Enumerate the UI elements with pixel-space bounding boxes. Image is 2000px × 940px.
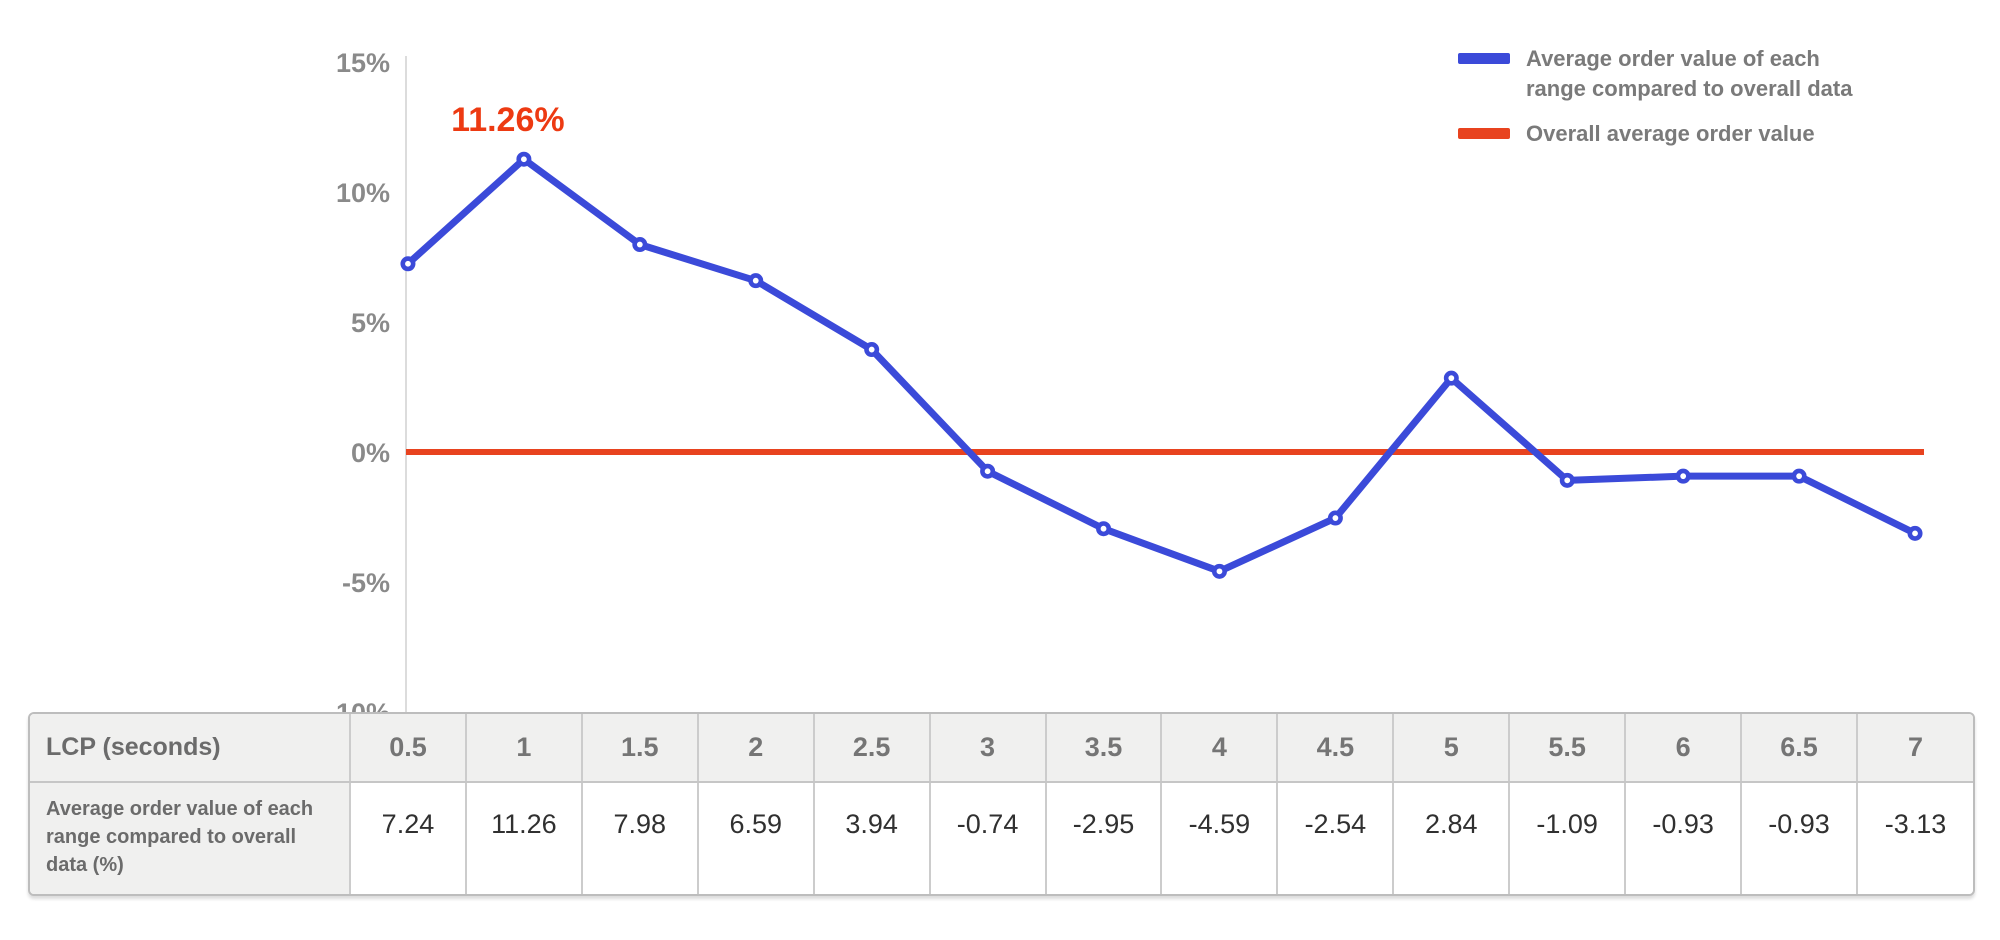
lcp-table: LCP (seconds) 0.5 1 1.5 2 2.5 3 3.5 4 4.5 5 5.5 6 6.… bbox=[30, 714, 1973, 894]
table-value-cell: -3.13 bbox=[1855, 782, 1973, 894]
table-header-cell: 1.5 bbox=[580, 714, 698, 783]
data-point-marker bbox=[1675, 468, 1691, 484]
data-point-marker bbox=[400, 256, 416, 272]
table-row-label: Average order value of each range compar… bbox=[30, 782, 350, 894]
data-point-marker bbox=[1791, 468, 1807, 484]
y-axis-tick-label: 15% bbox=[336, 48, 390, 78]
data-point-marker bbox=[1327, 510, 1343, 526]
table-header-cell: 7 bbox=[1855, 714, 1973, 783]
table-value-cell: 11.26 bbox=[464, 782, 582, 894]
y-axis-tick-label: 10% bbox=[336, 178, 390, 208]
data-point-marker bbox=[1443, 370, 1459, 386]
legend-item-overall: Overall average order value bbox=[1458, 119, 1878, 149]
data-point-marker bbox=[748, 273, 764, 289]
table-header-cell: 5.5 bbox=[1508, 714, 1626, 783]
table-value-cell: -4.59 bbox=[1160, 782, 1278, 894]
table-header-cell: 2.5 bbox=[812, 714, 930, 783]
table-value-cell: -1.09 bbox=[1508, 782, 1626, 894]
data-point-marker bbox=[632, 237, 648, 253]
data-point-marker bbox=[1211, 563, 1227, 579]
table-header-cell: 4.5 bbox=[1276, 714, 1394, 783]
y-axis-tick-label: -10% bbox=[327, 698, 390, 715]
table-header-cell: 3 bbox=[928, 714, 1046, 783]
table-header-cell: 3.5 bbox=[1044, 714, 1162, 783]
data-point-marker bbox=[1559, 472, 1575, 488]
table-header-cell: 1 bbox=[464, 714, 582, 783]
table-value-cell: -0.93 bbox=[1624, 782, 1742, 894]
table-header-cell: 6.5 bbox=[1740, 714, 1857, 783]
peak-annotation: 11.26% bbox=[451, 101, 564, 139]
table-header-cell: 2 bbox=[696, 714, 814, 783]
data-point-marker bbox=[1907, 525, 1923, 541]
lcp-table-container: LCP (seconds) 0.5 1 1.5 2 2.5 3 3.5 4 4.5 5 5.5 6 6.… bbox=[28, 712, 1975, 896]
data-point-marker bbox=[516, 151, 532, 167]
table-header-cell: 5 bbox=[1392, 714, 1510, 783]
table-header-label: LCP (seconds) bbox=[30, 714, 350, 783]
y-axis-tick-label: -5% bbox=[342, 568, 390, 598]
table-value-cell: -2.95 bbox=[1044, 782, 1162, 894]
data-point-marker bbox=[864, 342, 880, 358]
line-chart: 15% 10% 5% 0% -5% -10% 11.26% bbox=[327, 48, 1924, 715]
table-value-cell: 6.59 bbox=[696, 782, 814, 894]
y-axis-tick-label: 0% bbox=[351, 438, 390, 468]
table-value-cell: -0.74 bbox=[928, 782, 1046, 894]
table-value-cell: 7.24 bbox=[349, 782, 466, 894]
chart-legend: Average order value of each range compar… bbox=[1458, 44, 1878, 164]
data-point-marker bbox=[1096, 521, 1112, 537]
legend-swatch-series bbox=[1458, 53, 1510, 64]
table-header-cell: 0.5 bbox=[349, 714, 466, 783]
legend-item-series: Average order value of each range compar… bbox=[1458, 44, 1878, 104]
table-value-cell: -2.54 bbox=[1276, 782, 1394, 894]
table-header-cell: 6 bbox=[1624, 714, 1742, 783]
table-value-cell: 3.94 bbox=[812, 782, 930, 894]
legend-label-series: Average order value of each range compar… bbox=[1526, 46, 1853, 101]
table-data-row: Average order value of each range compar… bbox=[30, 782, 1973, 894]
table-header-row: LCP (seconds) 0.5 1 1.5 2 2.5 3 3.5 4 4.5 5 5.5 6 6.… bbox=[30, 714, 1973, 783]
y-axis-tick-label: 5% bbox=[351, 308, 390, 338]
table-value-cell: -0.93 bbox=[1740, 782, 1857, 894]
table-value-cell: 2.84 bbox=[1392, 782, 1510, 894]
table-value-cell: 7.98 bbox=[580, 782, 698, 894]
legend-swatch-overall bbox=[1458, 128, 1510, 139]
series-line bbox=[404, 155, 1919, 575]
table-header-cell: 4 bbox=[1160, 714, 1278, 783]
legend-label-overall: Overall average order value bbox=[1526, 121, 1815, 146]
data-point-marker bbox=[980, 463, 996, 479]
